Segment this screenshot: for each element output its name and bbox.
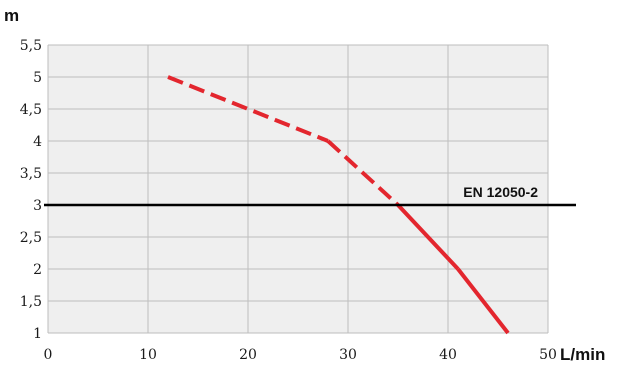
x-axis-unit-label: L/min xyxy=(560,345,605,364)
y-tick-label: 3 xyxy=(33,198,42,214)
y-tick-label: 1 xyxy=(33,326,42,342)
x-tick-label: 0 xyxy=(44,347,53,363)
y-tick-label: 4 xyxy=(33,134,42,150)
y-tick-label: 5 xyxy=(33,70,42,86)
x-tick-label: 10 xyxy=(139,347,157,363)
grid-lines xyxy=(47,44,549,334)
series-segment-solid xyxy=(456,267,510,335)
y-tick-label: 2 xyxy=(33,262,42,278)
y-tick-label: 2,5 xyxy=(20,230,42,246)
series-segment-dashed xyxy=(167,75,329,143)
y-tick-label: 5,5 xyxy=(20,38,42,54)
x-tick-label: 30 xyxy=(339,347,357,363)
y-tick-label: 4,5 xyxy=(20,102,42,118)
reference-line-label: EN 12050-2 xyxy=(463,184,538,200)
x-tick-label: 40 xyxy=(439,347,457,363)
y-tick-label: 3,5 xyxy=(20,166,42,182)
y-tick-label: 1,5 xyxy=(20,294,42,310)
x-tick-label: 50 xyxy=(539,347,557,363)
y-axis-unit-label: m xyxy=(4,6,19,25)
y-tick-labels: 1 1,5 2 2,5 3 3,5 4 4,5 5 5,5 xyxy=(20,38,42,342)
x-tick-label: 20 xyxy=(239,347,257,363)
plot-area-background xyxy=(48,45,548,333)
x-tick-labels: 0 10 20 30 40 50 xyxy=(44,347,557,363)
series-group xyxy=(167,75,510,335)
series-segment-solid xyxy=(396,203,460,271)
series-segment-dashed xyxy=(326,139,400,207)
